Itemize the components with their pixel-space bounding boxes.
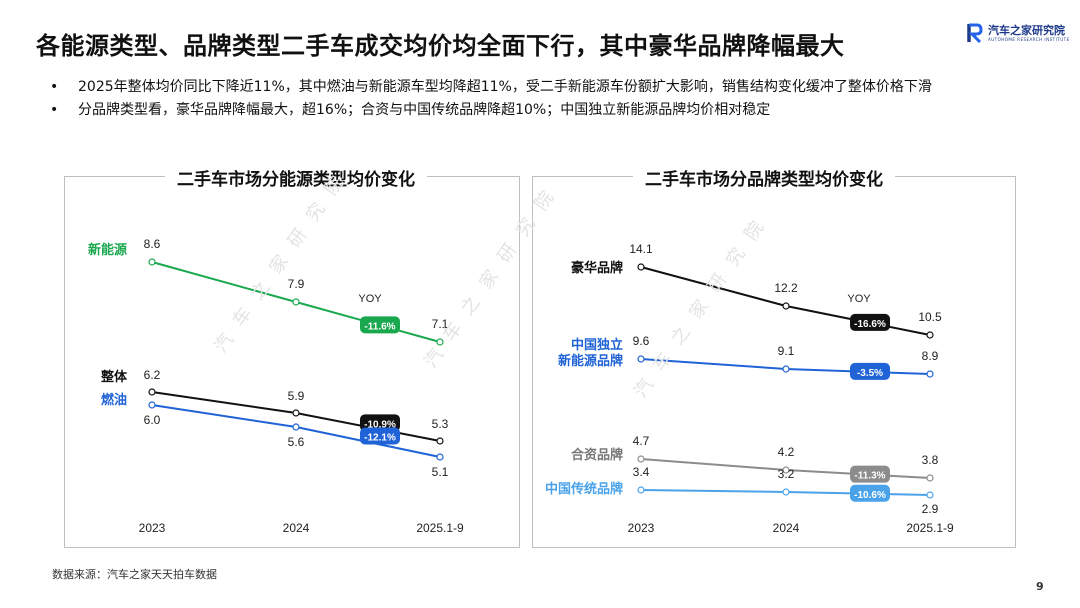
series-name-label: 新能源 xyxy=(88,242,127,257)
data-label: 4.2 xyxy=(778,445,795,459)
yoy-badge-label: -11.6% xyxy=(364,321,395,332)
data-point xyxy=(782,365,790,373)
energy-type-chart: 2023 2024 2025.1-9 YOY 8.6 7.9 7.1 新能源 -11.6% 6.2… xyxy=(88,237,464,535)
data-label: 3.8 xyxy=(922,453,939,467)
series-name-label: 中国传统品牌 xyxy=(545,481,623,496)
data-point xyxy=(637,263,645,271)
logo-icon xyxy=(967,23,983,44)
data-point xyxy=(926,474,934,482)
data-point xyxy=(436,453,444,461)
data-label: 6.0 xyxy=(144,413,161,427)
yoy-badge-label: -10.6% xyxy=(854,490,886,501)
page-title: 各能源类型、品牌类型二手车成交均价均全面下行，其中豪华品牌降幅最大 xyxy=(36,32,845,60)
yoy-header: YOY xyxy=(847,293,871,305)
brand-type-chart-panel: 2023 2024 2025.1-9 YOY 14.1 12.2 10.5 豪华品牌 -16.6… xyxy=(532,165,1016,548)
data-label: 6.2 xyxy=(144,368,161,382)
series-name-label: 合资品牌 xyxy=(571,447,623,462)
data-point xyxy=(782,488,790,496)
data-point xyxy=(926,370,934,378)
yoy-badge xyxy=(850,313,890,331)
series-name-label: 中国独立 xyxy=(571,337,623,352)
energy-type-chart-panel: 2023 2024 2025.1-9 YOY 8.6 7.9 7.1 新能源 -11.6% 6.2… xyxy=(64,165,520,548)
data-point xyxy=(436,338,444,346)
bullet-item: • 2025年整体均价同比下降近11%，其中燃油与新能源车型均降超11%，受二手… xyxy=(50,78,1010,97)
x-tick-label: 2024 xyxy=(283,521,310,535)
data-point xyxy=(926,331,934,339)
data-point xyxy=(292,409,300,417)
x-tick-label: 2023 xyxy=(628,521,655,535)
data-point xyxy=(292,298,300,306)
bullet-text: 分品牌类型看，豪华品牌降幅最大，超16%；合资与中国传统品牌降超10%；中国独立… xyxy=(78,102,771,118)
data-label: 4.7 xyxy=(633,434,650,448)
data-label: 2.9 xyxy=(922,502,939,516)
yoy-badge-label: -16.6% xyxy=(854,319,886,330)
bullet-dot: • xyxy=(50,102,59,118)
data-label: 5.1 xyxy=(432,465,449,479)
x-tick-label: 2025.1-9 xyxy=(416,521,464,535)
data-label: 5.3 xyxy=(432,417,449,431)
data-label: 14.1 xyxy=(629,242,653,256)
page-number: 9 xyxy=(1036,580,1044,593)
data-point xyxy=(148,388,156,396)
data-point xyxy=(148,401,156,409)
data-label: 7.9 xyxy=(288,277,305,291)
data-label: 3.4 xyxy=(633,465,650,479)
data-label: 12.2 xyxy=(774,281,798,295)
yoy-header: YOY xyxy=(358,293,382,305)
yoy-badge xyxy=(850,362,890,380)
data-point xyxy=(782,466,790,474)
yoy-badge xyxy=(360,414,400,432)
series-name-label: 燃油 xyxy=(101,392,127,407)
data-point xyxy=(292,423,300,431)
brand-logo: 汽车之家研究院 AUTOHOME RESEARCH INSTITUTE xyxy=(966,22,1070,44)
yoy-badge xyxy=(360,427,400,445)
data-label: 3.2 xyxy=(778,467,795,481)
series-name-label: 整体 xyxy=(100,369,128,384)
data-label: 5.6 xyxy=(288,435,305,449)
yoy-badge xyxy=(360,316,400,334)
bullet-text: 2025年整体均价同比下降近11%，其中燃油与新能源车型均降超11%，受二手新能… xyxy=(78,79,932,95)
data-label: 10.5 xyxy=(918,310,942,324)
yoy-badge xyxy=(850,465,890,483)
bullet-item: • 分品牌类型看，豪华品牌降幅最大，超16%；合资与中国传统品牌降超10%；中国… xyxy=(50,101,1010,120)
data-point xyxy=(637,355,645,363)
chart-title: 二手车市场分品牌类型均价变化 xyxy=(633,165,895,190)
x-tick-label: 2025.1-9 xyxy=(906,521,954,535)
yoy-badge-label: -10.9% xyxy=(364,419,396,430)
data-label: 9.1 xyxy=(778,344,795,358)
x-tick-label: 2024 xyxy=(773,521,800,535)
data-label: 5.9 xyxy=(288,389,305,403)
brand-type-chart: 2023 2024 2025.1-9 YOY 14.1 12.2 10.5 豪华品牌 -16.6… xyxy=(545,242,954,535)
data-label: 8.9 xyxy=(922,349,939,363)
yoy-badge-label: -11.3% xyxy=(854,471,885,482)
data-label: 9.6 xyxy=(633,334,650,348)
summary-bullets: • 2025年整体均价同比下降近11%，其中燃油与新能源车型均降超11%，受二手… xyxy=(50,78,1010,124)
logo-name: 汽车之家研究院 xyxy=(988,23,1065,37)
data-label: 8.6 xyxy=(144,237,161,251)
yoy-badge-label: -3.5% xyxy=(857,368,883,379)
bullet-dot: • xyxy=(50,79,59,95)
data-label: 7.1 xyxy=(432,317,449,331)
data-point xyxy=(436,437,444,445)
data-point xyxy=(926,491,934,499)
yoy-badge xyxy=(850,484,890,502)
logo-subtitle: AUTOHOME RESEARCH INSTITUTE xyxy=(988,36,1070,42)
yoy-badge-label: -12.1% xyxy=(364,433,396,444)
series-name-label: 豪华品牌 xyxy=(571,260,623,275)
data-point xyxy=(637,486,645,494)
data-point xyxy=(637,455,645,463)
data-point xyxy=(148,258,156,266)
data-point xyxy=(782,302,790,310)
data-source: 数据来源：汽车之家天天拍车数据 xyxy=(52,568,217,581)
chart-title: 二手车市场分能源类型均价变化 xyxy=(165,165,427,190)
x-tick-label: 2023 xyxy=(139,521,166,535)
series-name-label: 新能源品牌 xyxy=(558,353,623,368)
